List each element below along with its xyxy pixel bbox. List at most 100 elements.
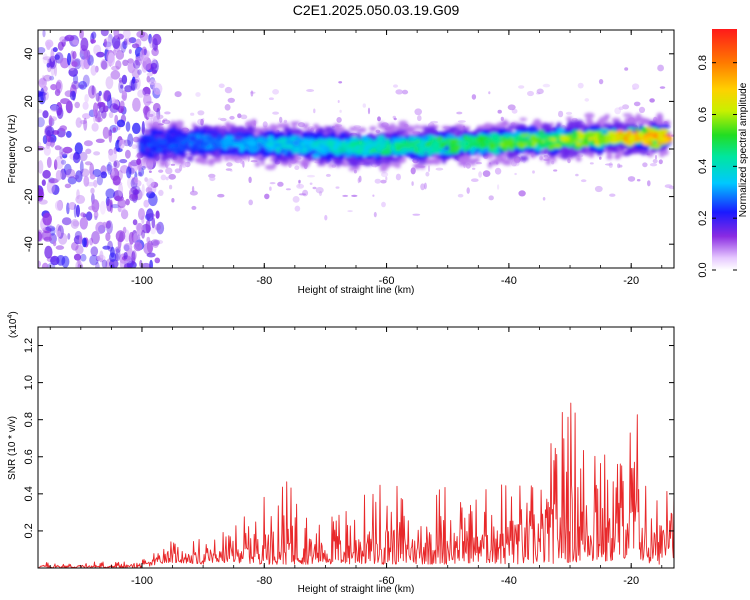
spectrogram-ridge-blob xyxy=(383,125,390,132)
spectrogram-noise-blob xyxy=(76,189,80,200)
spectrogram-ridge-blob xyxy=(177,152,185,156)
spectrogram-ridge-blob xyxy=(539,156,545,161)
spectrogram-noise-blob xyxy=(80,212,86,218)
spectrogram-noise-blob xyxy=(46,263,56,268)
spectrogram-noise-blob xyxy=(125,121,131,132)
spectrogram-ridge-blob xyxy=(659,145,669,149)
spectrogram-noise-blob xyxy=(109,264,115,268)
spectrogram-ridge-blob xyxy=(480,142,486,148)
spectrogram-noise-blob xyxy=(137,172,142,177)
spectrogram-ridge-blob xyxy=(329,140,337,145)
spectrogram-noise-blob xyxy=(132,76,136,84)
spectrogram-speckle xyxy=(471,178,479,182)
spectrogram-noise-blob xyxy=(42,212,52,226)
spectrogram-noise-blob xyxy=(45,225,56,232)
spectrogram-speckle xyxy=(472,167,476,170)
spectrogram-noise-blob xyxy=(83,140,93,147)
spectrogram-noise-blob xyxy=(102,90,111,102)
spectrogram-speckle xyxy=(337,100,340,103)
spectrogram-noise-blob xyxy=(133,242,143,252)
spectrogram-noise-blob xyxy=(120,209,129,220)
spectrogram-ridge-blob xyxy=(362,161,373,167)
spectrogram-speckle xyxy=(146,101,154,104)
spectrogram-noise-blob xyxy=(38,160,44,174)
spectrogram-ridge-blob xyxy=(209,138,219,144)
spectrogram-ridge-blob xyxy=(200,134,208,139)
spectrogram-noise-blob xyxy=(112,175,121,186)
spectrogram-noise-blob xyxy=(131,43,140,49)
spectrogram-noise-blob xyxy=(95,117,103,123)
spectrogram-speckle xyxy=(248,176,252,183)
spectrogram-speckle xyxy=(351,194,358,197)
spectrogram-ridge-blob xyxy=(495,131,505,135)
spectrogram-noise-blob xyxy=(96,174,103,186)
spectrogram-ridge-blob xyxy=(265,164,276,170)
spectrogram-noise-blob xyxy=(91,231,100,245)
spectrogram-ridge-blob xyxy=(576,142,581,146)
spectrogram-ridge-blob xyxy=(283,143,295,149)
spectrogram-ridge-blob xyxy=(658,149,666,158)
spectrogram-noise-blob xyxy=(44,245,53,259)
spectrogram-noise-blob xyxy=(38,47,46,54)
spectrogram-ridge-blob xyxy=(606,134,611,142)
spectrogram-noise-blob xyxy=(105,76,114,90)
spectrogram-ridge-blob xyxy=(348,127,358,131)
spectrogram-speckle xyxy=(248,199,253,206)
spectrogram-speckle xyxy=(622,104,630,110)
spectrogram-noise-blob xyxy=(46,62,51,68)
spectrogram-noise-blob xyxy=(62,153,68,159)
spectrogram-noise-blob xyxy=(132,59,141,69)
spectrogram-ridge-blob xyxy=(476,150,484,155)
spectrogram-ridge-blob xyxy=(312,123,320,130)
spectrogram-noise-blob xyxy=(122,30,131,39)
spectrogram-speckle xyxy=(632,83,640,90)
spectrogram-noise-blob xyxy=(43,86,48,92)
spectrogram-speckle xyxy=(190,112,195,116)
spectrogram-ridge-blob xyxy=(426,150,432,157)
spectrogram-noise-blob xyxy=(84,94,89,103)
spectrogram-noise-blob xyxy=(42,30,46,38)
spectrogram-ridge-blob xyxy=(522,140,534,144)
spectrogram-ridge-blob xyxy=(339,131,347,138)
spectrogram-noise-blob xyxy=(42,135,48,145)
spectrogram-noise-blob xyxy=(144,177,148,182)
spectrogram-ridge-blob xyxy=(642,134,654,139)
spectrogram-speckle xyxy=(165,176,169,181)
spectrogram-noise-blob xyxy=(123,38,128,46)
spectrogram-noise-blob xyxy=(146,178,155,189)
spectrogram-noise-blob xyxy=(131,185,141,195)
spectrogram-speckle xyxy=(148,113,154,117)
spectrogram-ridge-blob xyxy=(413,163,422,169)
spectrogram-ridge-blob xyxy=(139,145,146,152)
spectrogram-speckle xyxy=(632,87,636,91)
spectrogram-ridge-blob xyxy=(652,132,659,139)
spectrogram-noise-blob xyxy=(82,113,91,120)
spectrogram-speckle xyxy=(580,179,587,183)
spectrogram-speckle xyxy=(614,107,622,115)
spectrogram-noise-blob xyxy=(56,107,64,119)
spectrogram-ridge-blob xyxy=(215,141,223,149)
spectrogram-speckle xyxy=(237,113,242,119)
spectrogram-noise-blob xyxy=(99,200,106,215)
spectrogram-speckle xyxy=(336,117,342,123)
spectrogram-speckle xyxy=(292,196,300,203)
spectrogram-ridge-blob xyxy=(583,137,589,142)
spectrogram-noise-blob xyxy=(153,82,163,95)
spectrogram-speckle xyxy=(598,79,604,85)
spectrogram-ridge-blob xyxy=(519,155,529,162)
spectrogram-noise-blob xyxy=(110,70,121,80)
spectrogram-ridge-blob xyxy=(575,155,582,162)
spectrogram-noise-blob xyxy=(132,122,141,134)
spectrogram-ridge-blob xyxy=(577,134,585,141)
spectrogram-noise-blob xyxy=(125,37,133,45)
spectrogram-ridge-blob xyxy=(349,141,359,147)
spectrogram-noise-blob xyxy=(41,74,45,86)
spectrogram-speckle xyxy=(381,201,386,208)
spectrogram-noise-blob xyxy=(75,244,84,255)
spectrogram-noise-blob xyxy=(42,53,48,65)
spectrogram-noise-blob xyxy=(54,200,63,211)
spectrogram-ridge-blob xyxy=(306,146,313,152)
spectrogram-speckle xyxy=(604,163,613,166)
spectrogram-noise-blob xyxy=(38,117,45,128)
spectrogram-speckle xyxy=(339,109,342,113)
